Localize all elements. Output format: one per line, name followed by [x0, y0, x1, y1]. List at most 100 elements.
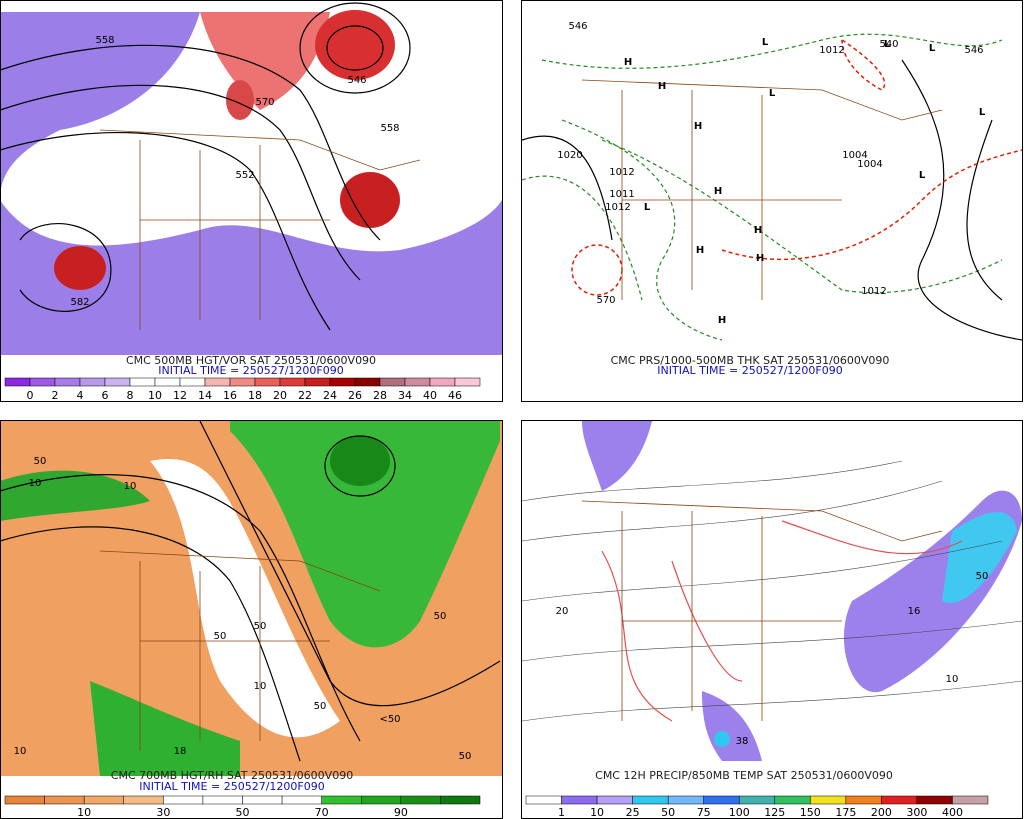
- pressure-center: H: [718, 315, 726, 326]
- contour-label: 10: [124, 481, 137, 492]
- colorbar-swatch: [361, 795, 402, 805]
- colorbar-label: 125: [764, 806, 785, 819]
- contour-label: 546: [347, 75, 366, 86]
- colorbar-swatch: [179, 377, 206, 387]
- moist-area: [0, 470, 150, 521]
- height-contours: [0, 2, 411, 331]
- contour-label: 50: [254, 621, 267, 632]
- frame: [0, 0, 503, 402]
- pressure-contours: [521, 59, 1023, 341]
- colorbar-swatch: [304, 377, 331, 387]
- colorbar-label: 70: [315, 806, 329, 819]
- contour-label: 1011: [609, 189, 634, 200]
- colorbar-label: 0: [27, 389, 34, 402]
- colorbar-label: 8: [127, 389, 134, 402]
- pressure-center: H: [658, 81, 666, 92]
- pressure-center: H: [624, 57, 632, 68]
- colorbar-label: 75: [697, 806, 711, 819]
- colorbar-swatch: [738, 795, 776, 805]
- contour-label: 50: [459, 751, 472, 762]
- panel-700mb: [0, 420, 502, 776]
- map-labels: 16 38 20 10 50: [556, 571, 989, 747]
- colorbar-swatch: [404, 377, 431, 387]
- colorbar-swatch: [440, 795, 481, 805]
- colorbar-label: 20: [273, 389, 287, 402]
- colorbar-swatch: [254, 377, 281, 387]
- borders: [581, 79, 943, 300]
- colorbar-swatch: [774, 795, 811, 805]
- colorbar-label: 10: [590, 806, 604, 819]
- vort-shade: [0, 200, 502, 355]
- colorbar-label: 300: [906, 806, 927, 819]
- colorbar-swatch: [329, 377, 356, 387]
- colorbar-label: 50: [236, 806, 250, 819]
- colorbar-swatch: [881, 795, 918, 805]
- colorbar-swatch: [810, 795, 847, 805]
- panel-500mb: [0, 2, 502, 355]
- colorbar-swatch: [525, 795, 562, 805]
- height-contours: [0, 420, 501, 762]
- pressure-center: L: [884, 39, 891, 50]
- contour-label: 50: [34, 456, 47, 467]
- colorbar-swatch: [54, 377, 81, 387]
- contour-label: 20: [556, 606, 569, 617]
- contour-label: 540: [879, 39, 898, 50]
- colorbar-swatch: [242, 795, 283, 805]
- caption: CMC 700MB HGT/RH SAT 250531/0600V090 INI…: [111, 769, 353, 793]
- colorbar-label: 175: [835, 806, 856, 819]
- contour-label: 10: [29, 478, 42, 489]
- contour-label: 570: [255, 97, 274, 108]
- precip-core: [714, 731, 730, 747]
- borders: [99, 129, 421, 330]
- precip-area: [582, 421, 652, 491]
- pressure-center: L: [769, 88, 776, 99]
- colorbar-swatch: [845, 795, 882, 805]
- colorbar-swatch: [104, 377, 131, 387]
- colorbar-label: 200: [871, 806, 892, 819]
- colorbar-swatch: [44, 795, 85, 805]
- borders: [99, 550, 381, 751]
- contour-label: 582: [70, 297, 89, 308]
- thickness-contours: [521, 33, 1003, 341]
- contour-label: 38: [736, 736, 749, 747]
- colorbar-label: 10: [148, 389, 162, 402]
- colorbar-swatch: [4, 377, 31, 387]
- colorbar-swatch: [83, 795, 124, 805]
- colorbar-swatch: [279, 377, 306, 387]
- temp-zero: [601, 520, 963, 722]
- temp-contours: [521, 460, 1023, 722]
- contour-label: 50: [434, 611, 447, 622]
- pressure-center: L: [979, 107, 986, 118]
- colorbar-label: 34: [398, 389, 412, 402]
- contour-label: 10: [14, 746, 27, 757]
- vort-shade: [0, 12, 200, 200]
- dry-area: [150, 459, 340, 738]
- colorbar-swatch: [154, 377, 181, 387]
- frame: [521, 0, 1023, 402]
- pressure-center: L: [762, 37, 769, 48]
- moist-max: [330, 436, 390, 486]
- colorbar-swatch: [354, 377, 381, 387]
- colorbar: 10 30 50 70 90: [4, 795, 481, 819]
- colorbar-swatch: [916, 795, 953, 805]
- initial-time: INITIAL TIME = 250527/1200F090: [139, 780, 324, 793]
- borders: [581, 500, 943, 721]
- contour-label: 552: [235, 170, 254, 181]
- colorbar-label: 25: [626, 806, 640, 819]
- contour-label: 570: [596, 295, 615, 306]
- colorbar-swatch: [561, 795, 598, 805]
- pressure-center: H: [756, 253, 764, 264]
- colorbar-label: 24: [323, 389, 337, 402]
- colorbar-label: 14: [198, 389, 212, 402]
- precip-core: [942, 512, 1017, 603]
- vort-shade: [200, 12, 330, 110]
- colorbar-swatch: [667, 795, 704, 805]
- caption: CMC 700MB HGT/RH SAT 250531/0600V090: [111, 769, 353, 782]
- moist-area: [90, 681, 240, 776]
- colorbar-label: 10: [77, 806, 91, 819]
- colorbar-label: 22: [298, 389, 312, 402]
- vort-max: [226, 80, 254, 120]
- panel-precip: [521, 421, 1023, 776]
- contour-label: 1012: [605, 202, 630, 213]
